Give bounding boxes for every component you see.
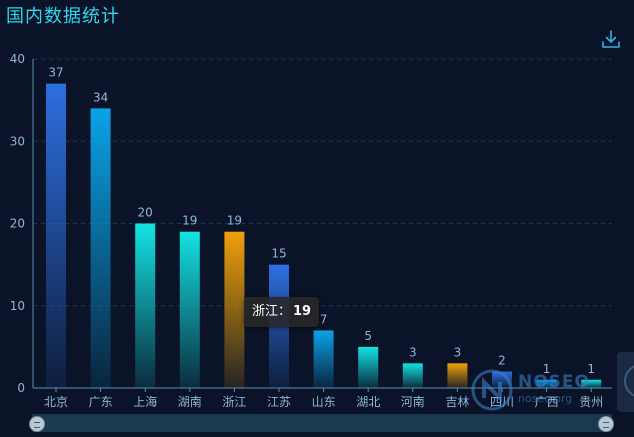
x-tick-label-河南: 河南 [401, 394, 425, 409]
y-tick-label: 0 [17, 381, 25, 395]
bar-浙江[interactable] [224, 231, 245, 388]
x-tick-label-山东: 山东 [312, 395, 336, 409]
data-label-山东: 7 [320, 312, 328, 326]
data-label-湖南: 19 [182, 214, 197, 228]
data-label-吉林: 3 [454, 345, 462, 359]
tooltip-value: 19 [293, 304, 312, 319]
x-tick-label-吉林: 吉林 [445, 395, 469, 409]
zoom-slider-track[interactable] [32, 414, 612, 432]
zoom-handle-start[interactable] [29, 416, 45, 432]
x-tick-label-上海: 上海 [133, 394, 157, 409]
watermark-icon [471, 369, 513, 411]
bar-layer [46, 83, 602, 389]
chart-tooltip: 浙江： 19 [244, 297, 320, 327]
watermark-logo: NOSEO noseo.org [470, 368, 620, 412]
zoom-handle-end[interactable] [598, 416, 614, 432]
bar-湖南[interactable] [179, 231, 200, 388]
y-tick-label: 30 [10, 134, 25, 148]
side-panel-handle[interactable] [617, 352, 634, 412]
y-tick-label: 20 [10, 217, 25, 231]
bar-吉林[interactable] [447, 363, 468, 388]
data-label-广西: 1 [543, 362, 551, 376]
tooltip-label: 浙江： [252, 304, 292, 319]
bar-河南[interactable] [402, 363, 423, 388]
bar-上海[interactable] [135, 223, 156, 389]
x-tick-label-浙江: 浙江 [222, 395, 246, 409]
data-label-四川: 2 [498, 354, 506, 368]
download-icon[interactable] [600, 28, 622, 50]
bar-山东[interactable] [313, 330, 334, 388]
x-tick-label-湖南: 湖南 [178, 394, 202, 409]
x-tick-label-北京: 北京 [44, 395, 68, 409]
grid-layer [33, 58, 612, 307]
data-label-江苏: 15 [271, 247, 286, 261]
bar-广西[interactable] [536, 379, 557, 388]
x-tick-label-江苏: 江苏 [267, 395, 291, 409]
watermark-subtext: noseo.org [518, 392, 573, 405]
x-tick-label-广西: 广西 [535, 395, 559, 409]
data-label-上海: 20 [138, 206, 153, 220]
bar-北京[interactable] [46, 83, 66, 389]
data-label-广东: 34 [93, 90, 108, 104]
y-tick-label: 10 [10, 299, 25, 313]
data-label-河南: 3 [409, 345, 417, 359]
x-tick-label-贵州: 贵州 [579, 395, 603, 409]
data-label-贵州: 1 [587, 362, 595, 376]
data-label-北京: 37 [48, 66, 63, 80]
bar-贵州[interactable] [581, 379, 602, 388]
page-title: 国内数据统计 [6, 6, 120, 27]
y-tick-label: 40 [10, 52, 25, 66]
watermark-text: NOSEO [518, 372, 590, 392]
axis-layer: 0 10 20 30 40 [10, 52, 612, 395]
data-label-湖北: 5 [364, 329, 372, 343]
label-layer: 37北京34广东20上海19湖南19浙江15江苏7山东5湖北3河南3吉林2四川1… [44, 66, 603, 409]
x-tick-label-广东: 广东 [89, 395, 113, 409]
bar-湖北[interactable] [358, 346, 379, 388]
bar-四川[interactable] [492, 371, 512, 388]
x-tick-label-湖北: 湖北 [356, 394, 380, 409]
bar-广东[interactable] [90, 108, 111, 388]
data-label-浙江: 19 [227, 214, 242, 228]
